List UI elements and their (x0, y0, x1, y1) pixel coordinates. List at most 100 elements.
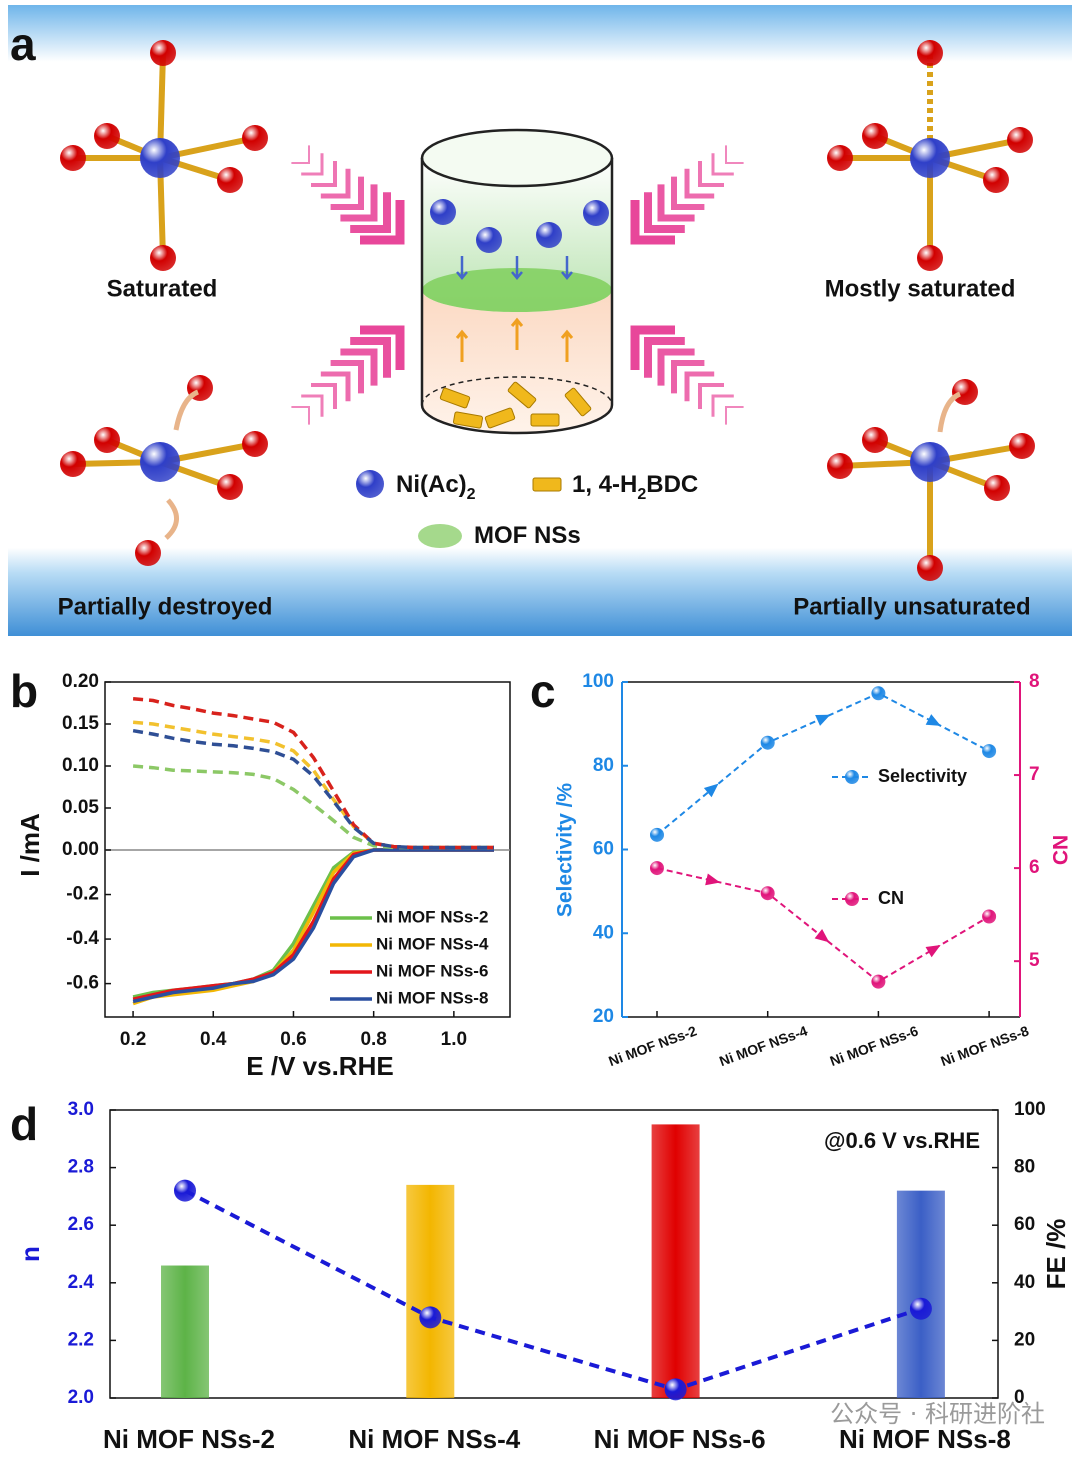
y-tick-label: 0.00 (62, 839, 99, 860)
y-tick-label: 0.05 (62, 797, 99, 818)
chevron-arrow (725, 406, 744, 425)
watermark: 公众号 · 科研进阶社 (830, 1400, 1045, 1428)
series-line (132, 764, 494, 850)
y-tick-label: 2.4 (68, 1272, 95, 1293)
chevron-arrow (711, 153, 734, 176)
marker (760, 886, 775, 901)
up-arrow (510, 317, 524, 350)
x-tick-label: Ni MOF NSs-2 (606, 1022, 699, 1069)
oxygen-atom (94, 123, 120, 149)
y-axis-title: Selectivity /% (554, 783, 577, 918)
y-tick-label: -0.6 (66, 973, 99, 994)
y2-tick-label: 0 (1014, 1387, 1025, 1408)
series-line (132, 848, 494, 1004)
oxygen-atom (94, 427, 120, 453)
chevron-arrow (630, 325, 675, 370)
y-tick-label: 80 (593, 755, 614, 776)
marker (650, 861, 664, 876)
marker (871, 686, 886, 701)
y-axis-title: n (15, 1246, 45, 1262)
chevron-arrow (698, 383, 724, 409)
x-tick-label: 0.8 (360, 1029, 386, 1050)
legend-label: Selectivity (878, 766, 967, 786)
y2-tick-label: 80 (1014, 1157, 1035, 1178)
x-tick-label: Ni MOF NSs-2 (103, 1424, 275, 1454)
chevron-arrow (644, 337, 685, 378)
y-tick-label: 2.2 (68, 1329, 94, 1350)
y-tick-label: 0.10 (62, 755, 99, 776)
oxygen-atom (917, 555, 943, 581)
series-line (132, 728, 494, 850)
marker (650, 827, 664, 842)
marker (982, 909, 997, 924)
legend-icon (356, 470, 384, 498)
chevron-arrow (340, 348, 378, 386)
oxygen-atom (983, 167, 1009, 193)
plot-frame (109, 1109, 999, 1399)
legend-icon (418, 524, 462, 548)
legend-text-part: 2 (637, 486, 646, 503)
legend-label: Ni(Ac)2 (396, 471, 476, 502)
legend-label: 1, 4-H2BDC (572, 471, 698, 502)
panel-label: c (530, 665, 556, 717)
y-tick-label: 3.0 (68, 1099, 94, 1120)
x-tick-label: 0.2 (120, 1029, 146, 1050)
oxygen-atom (150, 245, 176, 271)
marker (871, 974, 886, 989)
oxygen-atom (217, 167, 243, 193)
legend-label: CN (878, 888, 904, 908)
oxygen-atom (217, 474, 243, 500)
oxygen-atom (135, 540, 161, 566)
chevron-arrow (360, 200, 405, 245)
y2-tick-label: 8 (1029, 671, 1040, 692)
direction-arrow (925, 714, 941, 726)
x-axis-title: E /V vs.RHE (246, 1051, 393, 1081)
cylinder-back (421, 376, 613, 406)
x-tick-label: Ni MOF NSs-4 (348, 1424, 520, 1454)
annotation: @0.6 V vs.RHE (824, 1128, 980, 1153)
state-label: Partially unsaturated (793, 593, 1030, 620)
oxygen-atom (827, 145, 853, 171)
chevron-arrow (320, 371, 351, 402)
chevron-arrow (684, 371, 715, 402)
linker-rod (564, 387, 592, 417)
bar (651, 1124, 700, 1398)
marker (664, 1378, 687, 1401)
y-tick-label: 100 (582, 671, 614, 692)
oxygen-atom (242, 125, 268, 151)
y2-tick-label: 6 (1029, 857, 1040, 878)
linker-rod (452, 411, 484, 429)
chevron-arrow (657, 348, 695, 386)
x-tick-label: 0.6 (280, 1029, 306, 1050)
chevron-arrow (311, 161, 337, 187)
chevron-arrow (350, 192, 391, 233)
oxygen-atom (1009, 433, 1035, 459)
x-tick-label: 0.4 (200, 1029, 227, 1050)
linker-rod (484, 407, 516, 429)
chevron-arrow (684, 168, 715, 199)
x-tick-label: Ni MOF NSs-6 (828, 1022, 921, 1069)
chevron-arrow (301, 153, 324, 176)
series-line (656, 692, 990, 836)
nickel-atom (910, 442, 950, 482)
x-tick-label: Ni MOF NSs-8 (839, 1424, 1011, 1454)
up-arrow (455, 329, 469, 362)
oxygen-atom (917, 245, 943, 271)
chevron-arrow (711, 394, 734, 417)
ni-ion (583, 200, 609, 226)
state-label: Mostly saturated (825, 275, 1016, 302)
y2-tick-label: 7 (1029, 764, 1040, 785)
legend-marker (845, 892, 859, 906)
y-tick-label: 0.20 (62, 671, 99, 692)
nickel-atom (140, 442, 180, 482)
state-label: Partially destroyed (58, 593, 273, 620)
chevron-arrow (350, 337, 391, 378)
curved-arrow (173, 389, 200, 431)
x-tick-label: 1.0 (441, 1029, 467, 1050)
oxygen-atom (952, 379, 978, 405)
chevron-arrow (725, 145, 744, 164)
direction-arrow (814, 929, 830, 943)
y-axis-title: I /mA (15, 813, 45, 877)
